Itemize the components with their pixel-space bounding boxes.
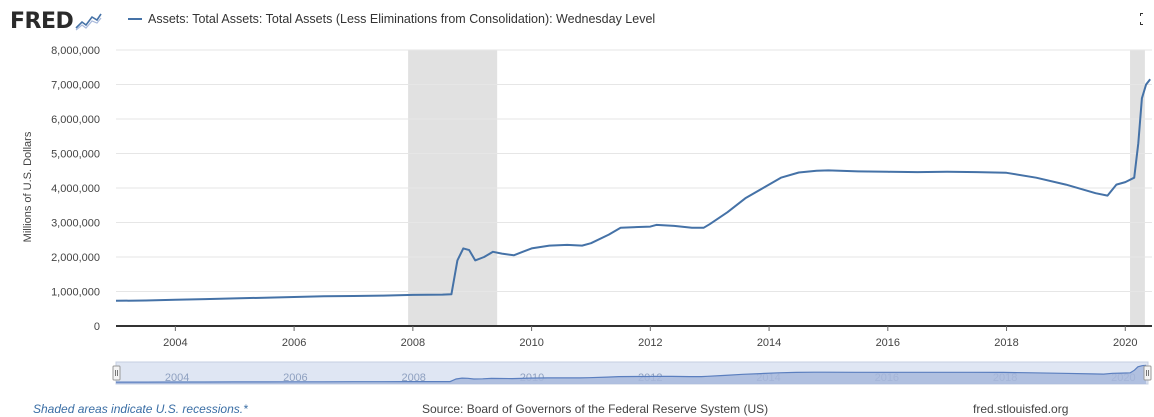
y-tick-label: 8,000,000 (51, 45, 100, 57)
source-note: Source: Board of Governors of the Federa… (422, 402, 769, 416)
y-tick-label: 5,000,000 (51, 149, 100, 161)
grid-layer (116, 49, 1152, 327)
x-tick-label: 2004 (163, 337, 187, 349)
y-tick-label: 6,000,000 (51, 114, 100, 126)
x-tick-label: 2018 (994, 337, 1018, 349)
legend-line-swatch (128, 18, 142, 20)
y-tick-label: 2,000,000 (51, 252, 100, 264)
recession-note[interactable]: Shaded areas indicate U.S. recessions.* (33, 402, 248, 416)
series-title: Assets: Total Assets: Total Assets (Less… (148, 12, 656, 26)
series-layer (115, 78, 1151, 302)
x-tick-label: 2016 (876, 337, 900, 349)
y-axis: 0 1,000,000 2,000,000 3,000,000 4,000,000 5,0… (51, 45, 100, 333)
x-tick-label: 2010 (519, 337, 543, 349)
site-url[interactable]: fred.stlouisfed.org (973, 402, 1069, 416)
navigator-line (116, 364, 1147, 383)
chart: 0 1,000,000 2,000,000 3,000,000 4,000,000 5,0… (22, 45, 1152, 385)
logo-text: FRED (10, 8, 74, 34)
x-tick-label: 2012 (638, 337, 662, 349)
x-axis: 2004 2006 2008 2010 2012 2014 2016 2018 2020 (163, 326, 1138, 349)
navigator-right-handle[interactable] (1143, 365, 1152, 381)
y-axis-label: Millions of U.S. Dollars (22, 131, 34, 242)
navigator-area (116, 365, 1147, 384)
y-tick-label: 1,000,000 (51, 287, 100, 299)
fred-logo[interactable]: FRED (10, 8, 103, 34)
series-line-0 (115, 78, 1151, 302)
y-tick-label: 7,000,000 (51, 80, 100, 92)
y-tick-label: 3,000,000 (51, 218, 100, 230)
y-tick-label: 0 (94, 321, 100, 333)
y-tick-label: 4,000,000 (51, 183, 100, 195)
x-tick-label: 2014 (757, 337, 781, 349)
navigator-left-handle[interactable] (112, 365, 121, 381)
x-tick-label: 2008 (401, 337, 425, 349)
series-legend: Assets: Total Assets: Total Assets (Less… (128, 12, 655, 26)
x-tick-label: 2006 (282, 337, 306, 349)
navigator-label: 2004 (165, 372, 189, 384)
navigator-label: 2006 (283, 372, 307, 384)
logo-chart-icon (75, 13, 102, 31)
x-tick-label: 2020 (1113, 337, 1137, 349)
